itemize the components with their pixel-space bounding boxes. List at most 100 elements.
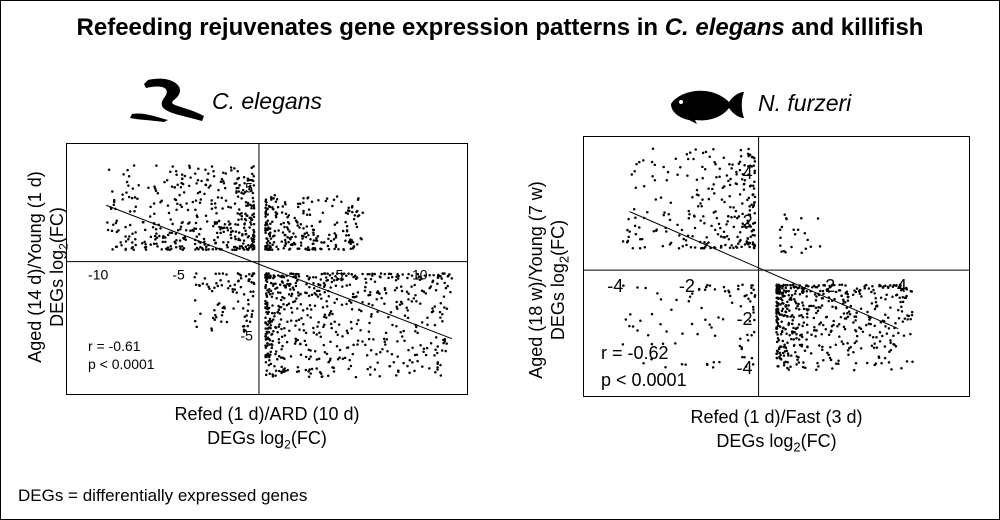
data-point [727,214,730,218]
data-point [166,233,170,237]
data-point [869,316,872,320]
data-point [290,272,293,276]
data-point [224,199,228,202]
data-point [353,214,357,217]
data-point [424,292,428,295]
ylabel-fc: (FC) [548,219,568,256]
data-point [237,186,240,190]
data-point [124,240,128,243]
data-point [130,196,134,200]
data-point [782,289,786,292]
data-point [748,205,751,208]
data-point [349,242,352,245]
data-point [342,248,346,251]
data-point [282,221,285,225]
data-point [378,375,381,378]
data-point [266,336,270,339]
data-point [159,227,162,230]
data-point [749,235,752,239]
data-point [717,316,720,319]
data-point [387,272,391,276]
data-point [793,292,797,296]
data-point [341,285,344,288]
data-point [127,195,131,199]
data-point [207,172,210,175]
data-point [271,375,275,378]
data-point [276,358,279,361]
data-point [266,248,270,251]
data-point [741,222,744,225]
data-point [634,232,638,236]
data-point [741,355,744,359]
data-point [395,300,398,304]
data-point [875,346,879,349]
data-point [828,356,832,360]
data-point [829,358,833,362]
data-point [290,311,294,314]
data-point [264,353,267,357]
data-point [753,211,756,215]
data-point [219,227,222,231]
data-point [777,338,781,342]
data-point [874,362,878,365]
data-point [286,368,289,372]
data-point [897,317,901,320]
data-point [636,329,639,332]
data-point [776,364,779,368]
data-point [390,275,394,279]
data-point [242,175,246,179]
data-point [210,327,213,330]
data-point [207,248,210,251]
data-point [654,229,658,232]
data-point [265,201,268,204]
data-point [854,329,858,333]
data-point [429,342,433,345]
data-point [875,336,878,339]
data-point [737,242,740,245]
data-point [335,195,339,198]
data-point [248,187,251,191]
data-point [285,303,289,307]
data-point [638,237,642,241]
data-point [901,320,905,323]
data-point [681,332,684,335]
data-point [794,350,797,354]
data-point [407,298,410,301]
data-point [244,274,248,278]
data-point [250,207,253,210]
data-point [886,316,890,320]
data-point [824,327,828,331]
data-point [302,196,305,200]
data-point [695,188,699,192]
data-point [348,299,351,303]
data-point [792,285,796,289]
data-point [347,272,350,275]
data-point [247,278,251,281]
data-point [264,335,267,338]
data-point [441,313,444,316]
data-point [750,203,753,206]
data-point [214,313,217,317]
data-point [277,229,280,232]
data-point [740,245,743,249]
data-point [344,220,347,224]
data-point [748,209,752,212]
data-point [264,321,267,324]
data-point [786,307,789,311]
data-point [294,235,297,239]
data-point [302,329,306,332]
data-point [661,342,665,346]
data-point [340,200,343,204]
data-point [790,354,793,357]
stat-r-celegans: r = -0.61 [88,338,141,354]
data-point [805,295,808,298]
data-point [360,309,363,313]
data-point [779,284,783,288]
data-point [714,162,717,166]
y-tick-label: -5 [241,328,254,344]
data-point [280,211,284,214]
data-point [738,160,742,164]
data-point [739,238,742,242]
data-point [171,222,174,226]
data-point [309,238,312,241]
